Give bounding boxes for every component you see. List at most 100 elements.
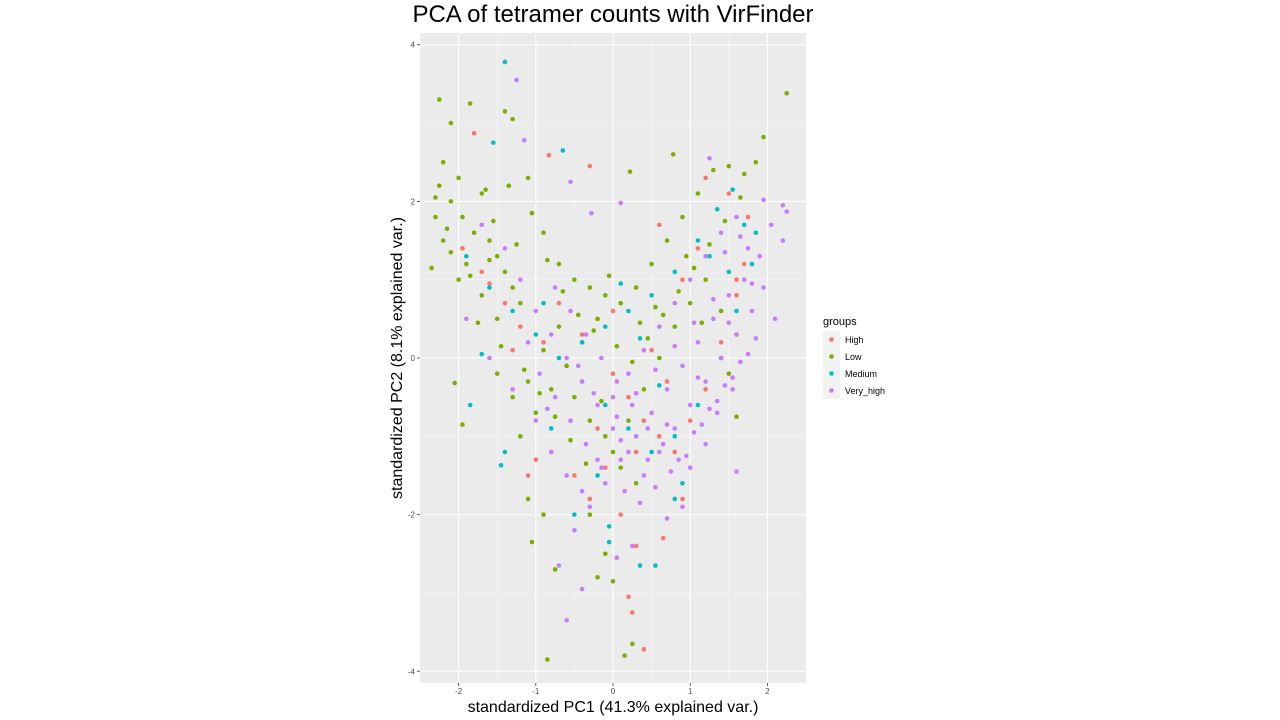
point-very_high <box>479 222 485 228</box>
point-medium <box>695 402 701 408</box>
point-low <box>440 159 446 165</box>
point-very_high <box>687 402 693 408</box>
chart-title: PCA of tetramer counts with VirFinder <box>412 1 813 28</box>
point-low <box>521 367 527 373</box>
point-very_high <box>645 426 651 431</box>
point-low <box>537 390 542 396</box>
point-medium <box>464 253 469 259</box>
point-high <box>525 473 531 478</box>
x-tick-label: 2 <box>765 687 770 696</box>
point-low <box>456 277 461 282</box>
point-high <box>533 457 539 463</box>
point-medium <box>467 402 473 408</box>
y-tick-label: -4 <box>408 667 416 676</box>
y-tick-label: 4 <box>411 41 416 50</box>
point-very_high <box>518 277 523 282</box>
point-low <box>475 320 481 326</box>
y-axis-title: standardized PC2 (8.1% explained var.) <box>389 217 406 499</box>
point-low <box>672 324 678 329</box>
point-low <box>711 167 716 173</box>
point-medium <box>533 332 539 337</box>
point-medium <box>734 308 739 314</box>
point-low <box>479 293 485 298</box>
x-tick-label: -1 <box>532 687 540 696</box>
point-very_high <box>618 437 624 443</box>
point-high <box>695 246 701 251</box>
point-high <box>703 175 708 181</box>
point-very_high <box>780 202 786 208</box>
point-very_high <box>568 179 573 185</box>
point-low <box>548 387 554 392</box>
point-medium <box>741 222 747 228</box>
point-high <box>718 340 724 345</box>
point-very_high <box>695 375 701 380</box>
point-very_high <box>464 316 469 322</box>
point-low <box>541 512 546 517</box>
point-very_high <box>579 379 585 384</box>
point-high <box>741 261 747 267</box>
point-very_high <box>641 473 647 478</box>
point-low <box>433 214 438 220</box>
point-low <box>448 249 454 255</box>
point-high <box>664 379 670 384</box>
point-very_high <box>589 210 594 216</box>
legend-key-low <box>829 354 834 359</box>
point-low <box>660 312 666 318</box>
point-very_high <box>525 340 531 345</box>
point-very_high <box>637 500 643 506</box>
point-medium <box>753 230 759 235</box>
point-medium <box>606 539 612 545</box>
point-very_high <box>641 347 647 353</box>
point-very_high <box>583 332 589 337</box>
axes: -2 -1 0 1 2 -4 -2 0 2 4 <box>408 41 770 696</box>
point-high <box>579 332 585 337</box>
point-very_high <box>664 422 670 427</box>
point-low <box>703 277 708 282</box>
point-very_high <box>768 222 774 228</box>
point-very_high <box>583 441 589 447</box>
point-high <box>641 418 647 423</box>
point-high <box>680 496 685 502</box>
point-medium <box>595 473 600 478</box>
point-low <box>618 300 624 306</box>
point-low <box>444 226 450 232</box>
point-low <box>734 414 739 420</box>
point-low <box>657 355 662 361</box>
point-low <box>525 496 531 502</box>
point-very_high <box>645 457 651 463</box>
point-very_high <box>687 277 693 282</box>
point-medium <box>626 308 631 314</box>
point-very_high <box>772 316 778 322</box>
y-tick-label: -2 <box>408 511 416 520</box>
point-low <box>452 380 458 386</box>
point-high <box>602 465 608 470</box>
point-high <box>541 340 546 345</box>
point-very_high <box>680 363 685 369</box>
point-high <box>660 535 666 541</box>
point-very_high <box>579 586 585 592</box>
point-very_high <box>707 156 712 161</box>
point-very_high <box>630 543 635 549</box>
point-high <box>687 418 693 423</box>
point-very_high <box>595 402 600 408</box>
point-medium <box>680 481 685 486</box>
point-medium <box>714 206 720 212</box>
point-very_high <box>726 320 732 326</box>
point-very_high <box>703 379 708 384</box>
point-very_high <box>633 390 639 396</box>
legend-key-high <box>829 337 834 342</box>
point-low <box>583 461 589 467</box>
point-high <box>626 394 631 400</box>
point-high <box>657 434 662 439</box>
point-very_high <box>687 465 693 470</box>
point-very_high <box>761 197 766 203</box>
point-very_high <box>711 296 716 302</box>
point-low <box>670 152 676 157</box>
point-low <box>471 230 477 235</box>
point-low <box>630 359 635 365</box>
point-high <box>641 647 647 652</box>
point-very_high <box>714 398 720 404</box>
point-high <box>510 347 515 353</box>
point-low <box>487 238 492 243</box>
point-low <box>626 418 631 423</box>
